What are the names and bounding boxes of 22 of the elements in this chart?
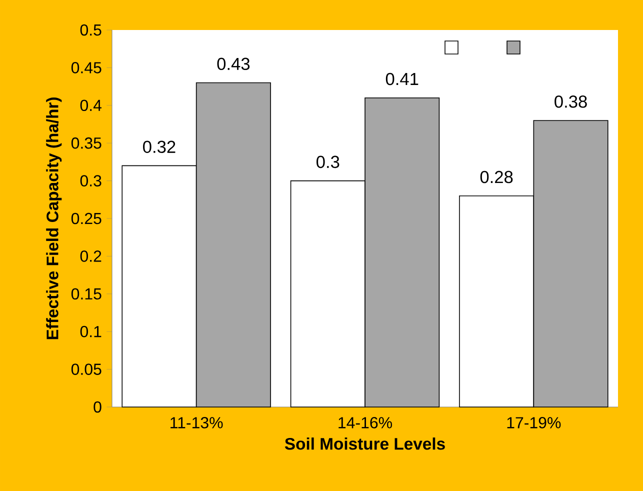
y-tick-label: 0	[94, 401, 102, 413]
x-tick-label: 11-13%	[170, 417, 223, 428]
y-tick-label: 0.25	[71, 212, 102, 224]
x-tick-label: 17-19%	[507, 417, 561, 428]
y-tick-label: 0.35	[71, 137, 102, 149]
y-tick-label: 0.45	[71, 62, 102, 74]
y-axis-title: Effective Field Capacity (ha/hr)	[46, 98, 62, 340]
data-label: 0.3	[316, 156, 340, 168]
data-label: 0.38	[554, 95, 587, 108]
x-axis-title: Soil Moisture Levels	[284, 438, 445, 450]
y-tick-label: 0.3	[80, 175, 102, 186]
data-label: 0.41	[386, 72, 418, 86]
y-tick-label: 0.1	[80, 326, 102, 338]
data-label: 0.28	[480, 170, 513, 184]
data-label: 0.32	[143, 140, 176, 153]
y-tick-label: 0.4	[80, 100, 102, 112]
y-tick-label: 0.5	[80, 24, 102, 36]
x-tick-label: 14-16%	[338, 417, 392, 428]
y-tick-label: 0.2	[80, 250, 102, 262]
y-tick-label: 0.15	[71, 288, 102, 300]
y-tick-label: 0.05	[71, 364, 102, 375]
data-label: 0.43	[217, 58, 250, 70]
